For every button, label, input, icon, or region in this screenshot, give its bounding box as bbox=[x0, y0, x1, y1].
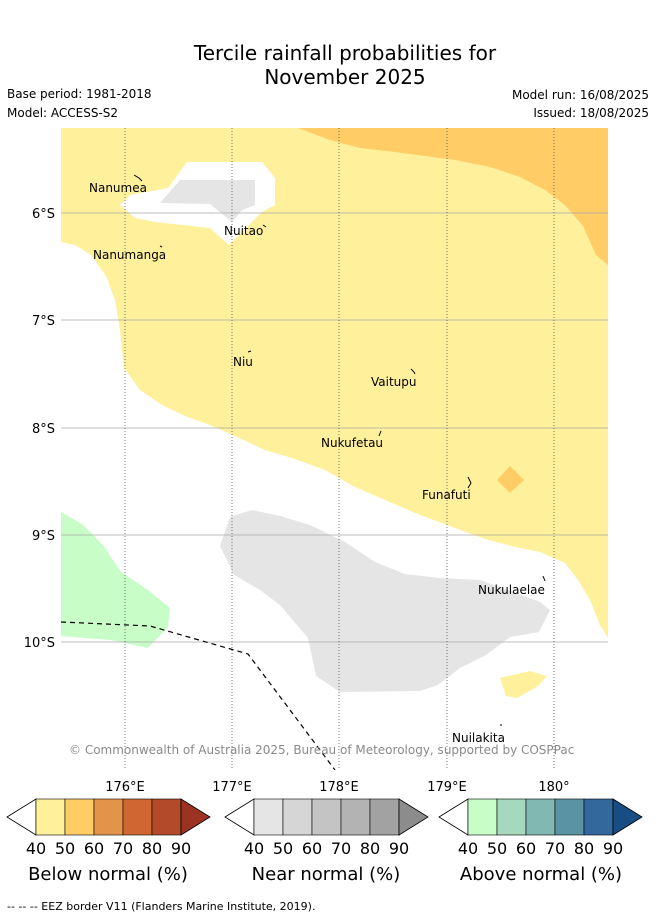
colorbar-above-title: Above normal (%) bbox=[460, 864, 622, 885]
colorbar-near-90 bbox=[398, 798, 429, 836]
colorbar-below-arrow-low bbox=[6, 798, 37, 836]
colorbar-above-tick-60: 60 bbox=[516, 839, 536, 858]
region-below-50-funafuti bbox=[497, 466, 524, 493]
colorbar-below-title: Below normal (%) bbox=[28, 864, 188, 885]
colorbar-below-tick-40: 40 bbox=[26, 839, 46, 858]
colorbar-near: 40 50 60 70 80 90 Near normal (%) bbox=[224, 798, 429, 885]
lat-tick-6s: 6°S bbox=[32, 207, 55, 222]
island-labels: Nanumea Nuitao Nanumanga Niu Vaitupu Nuk… bbox=[89, 181, 545, 745]
colorbar-above-80 bbox=[583, 798, 614, 836]
colorbar-near-50 bbox=[282, 798, 313, 836]
colorbar-below-50 bbox=[64, 798, 95, 836]
colorbar-above-60 bbox=[525, 798, 556, 836]
island-label-nukulaelae: Nukulaelae bbox=[478, 583, 545, 597]
island-label-nanumanga: Nanumanga bbox=[93, 248, 166, 262]
colorbar-above: 40 50 60 70 80 90 Above normal (%) bbox=[438, 798, 643, 885]
colorbar-above-tick-80: 80 bbox=[574, 839, 594, 858]
model-name: Model: ACCESS-S2 bbox=[7, 106, 119, 120]
colorbar-above-70 bbox=[554, 798, 585, 836]
colorbar-above-40 bbox=[467, 798, 498, 836]
region-below-40 bbox=[61, 128, 608, 638]
lon-tick-labels: 176°E 177°E 178°E 179°E 180° bbox=[105, 780, 569, 795]
island-label-nukufetau: Nukufetau bbox=[321, 436, 383, 450]
eez-footnote: -- -- -- EEZ border V11 (Flanders Marine… bbox=[7, 900, 316, 913]
island-label-nuitao: Nuitao bbox=[224, 224, 263, 238]
colorbar-near-title: Near normal (%) bbox=[252, 864, 401, 885]
colorbar-below-tick-80: 80 bbox=[142, 839, 162, 858]
chart-title-line1: Tercile rainfall probabilities for bbox=[193, 41, 497, 65]
region-above-40 bbox=[61, 512, 170, 648]
colorbar-above-arrow-low bbox=[438, 798, 469, 836]
colorbar-near-70 bbox=[340, 798, 371, 836]
island-label-nuilakita: Nuilakita bbox=[452, 731, 505, 745]
colorbar-above-tick-40: 40 bbox=[458, 839, 478, 858]
island-label-funafuti: Funafuti bbox=[422, 488, 471, 502]
colorbar-near-tick-70: 70 bbox=[331, 839, 351, 858]
region-below-40-south bbox=[500, 671, 547, 698]
lon-tick-178e: 178°E bbox=[319, 780, 359, 795]
colorbar-below-90 bbox=[180, 798, 211, 836]
colorbar-near-tick-50: 50 bbox=[273, 839, 293, 858]
lat-tick-10s: 10°S bbox=[24, 636, 55, 651]
colorbar-below: 40 50 60 70 80 90 Below normal (%) bbox=[6, 798, 211, 885]
issued-date: Issued: 18/08/2025 bbox=[533, 106, 649, 120]
island-label-nanumea: Nanumea bbox=[89, 181, 147, 195]
island-label-niu: Niu bbox=[233, 355, 253, 369]
region-near-40-north bbox=[160, 180, 255, 222]
colorbar-near-arrow-low bbox=[224, 798, 255, 836]
colorbar-near-tick-90: 90 bbox=[389, 839, 409, 858]
colorbar-below-80 bbox=[151, 798, 182, 836]
island-outlines bbox=[133, 174, 546, 726]
region-near-40-south bbox=[220, 510, 550, 692]
base-period: Base period: 1981-2018 bbox=[7, 87, 152, 101]
colorbar-near-80 bbox=[369, 798, 400, 836]
colorbar-below-tick-50: 50 bbox=[55, 839, 75, 858]
colorbar-near-tick-60: 60 bbox=[302, 839, 322, 858]
island-label-vaitupu: Vaitupu bbox=[371, 375, 417, 389]
lat-tick-7s: 7°S bbox=[32, 314, 55, 329]
colorbar-above-tick-90: 90 bbox=[603, 839, 623, 858]
model-run: Model run: 16/08/2025 bbox=[511, 88, 649, 102]
map-area: Nanumea Nuitao Nanumanga Niu Vaitupu Nuk… bbox=[61, 128, 608, 770]
colorbar-near-60 bbox=[311, 798, 342, 836]
colorbar-above-tick-70: 70 bbox=[545, 839, 565, 858]
lon-tick-180: 180° bbox=[538, 780, 569, 795]
colorbar-below-tick-90: 90 bbox=[171, 839, 191, 858]
lon-tick-176e: 176°E bbox=[105, 780, 145, 795]
colorbar-below-70 bbox=[122, 798, 153, 836]
colorbar-above-tick-50: 50 bbox=[487, 839, 507, 858]
copyright-text: © Commonwealth of Australia 2025, Bureau… bbox=[69, 743, 574, 757]
eez-border-line bbox=[61, 621, 336, 770]
lon-tick-177e: 177°E bbox=[212, 780, 252, 795]
colorbar-above-90 bbox=[612, 798, 643, 836]
lat-tick-8s: 8°S bbox=[32, 422, 55, 437]
colorbar-below-tick-70: 70 bbox=[113, 839, 133, 858]
colorbar-near-tick-80: 80 bbox=[360, 839, 380, 858]
colorbar-below-tick-60: 60 bbox=[84, 839, 104, 858]
colorbar-below-40 bbox=[35, 798, 66, 836]
colorbar-near-tick-40: 40 bbox=[244, 839, 264, 858]
chart-title-line2: November 2025 bbox=[264, 65, 426, 89]
lat-tick-labels: 6°S 7°S 8°S 9°S 10°S bbox=[24, 207, 55, 651]
lat-tick-9s: 9°S bbox=[32, 529, 55, 544]
region-below-50 bbox=[298, 128, 608, 265]
lon-tick-179e: 179°E bbox=[427, 780, 467, 795]
colorbar-below-60 bbox=[93, 798, 124, 836]
gridlines bbox=[61, 128, 608, 770]
colorbar-near-40 bbox=[253, 798, 284, 836]
colorbar-above-50 bbox=[496, 798, 527, 836]
